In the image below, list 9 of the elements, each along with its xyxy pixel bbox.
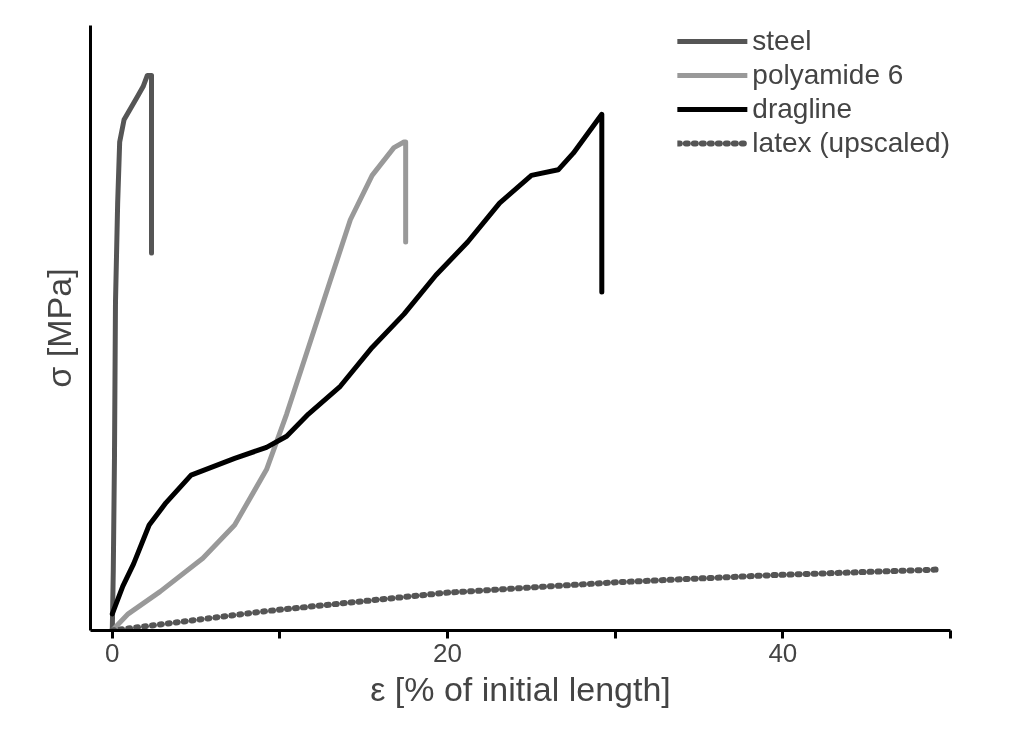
x-tick-label: 20: [433, 637, 463, 668]
legend-label: steel: [752, 25, 812, 57]
x-tick-label: 0: [105, 637, 120, 668]
legend-label: latex (upscaled): [752, 127, 950, 159]
x-tick-label: 40: [768, 637, 798, 668]
legend-label: dragline: [752, 93, 852, 125]
y-axis-title: σ [MPa]: [39, 268, 78, 388]
x-axis-title: ε [% of initial length]: [370, 669, 671, 708]
legend-label: polyamide 6: [752, 59, 904, 91]
